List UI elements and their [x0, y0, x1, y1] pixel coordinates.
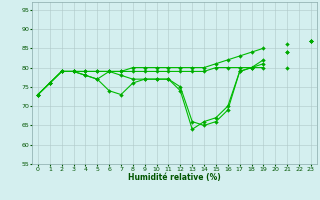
X-axis label: Humidité relative (%): Humidité relative (%) — [128, 173, 221, 182]
